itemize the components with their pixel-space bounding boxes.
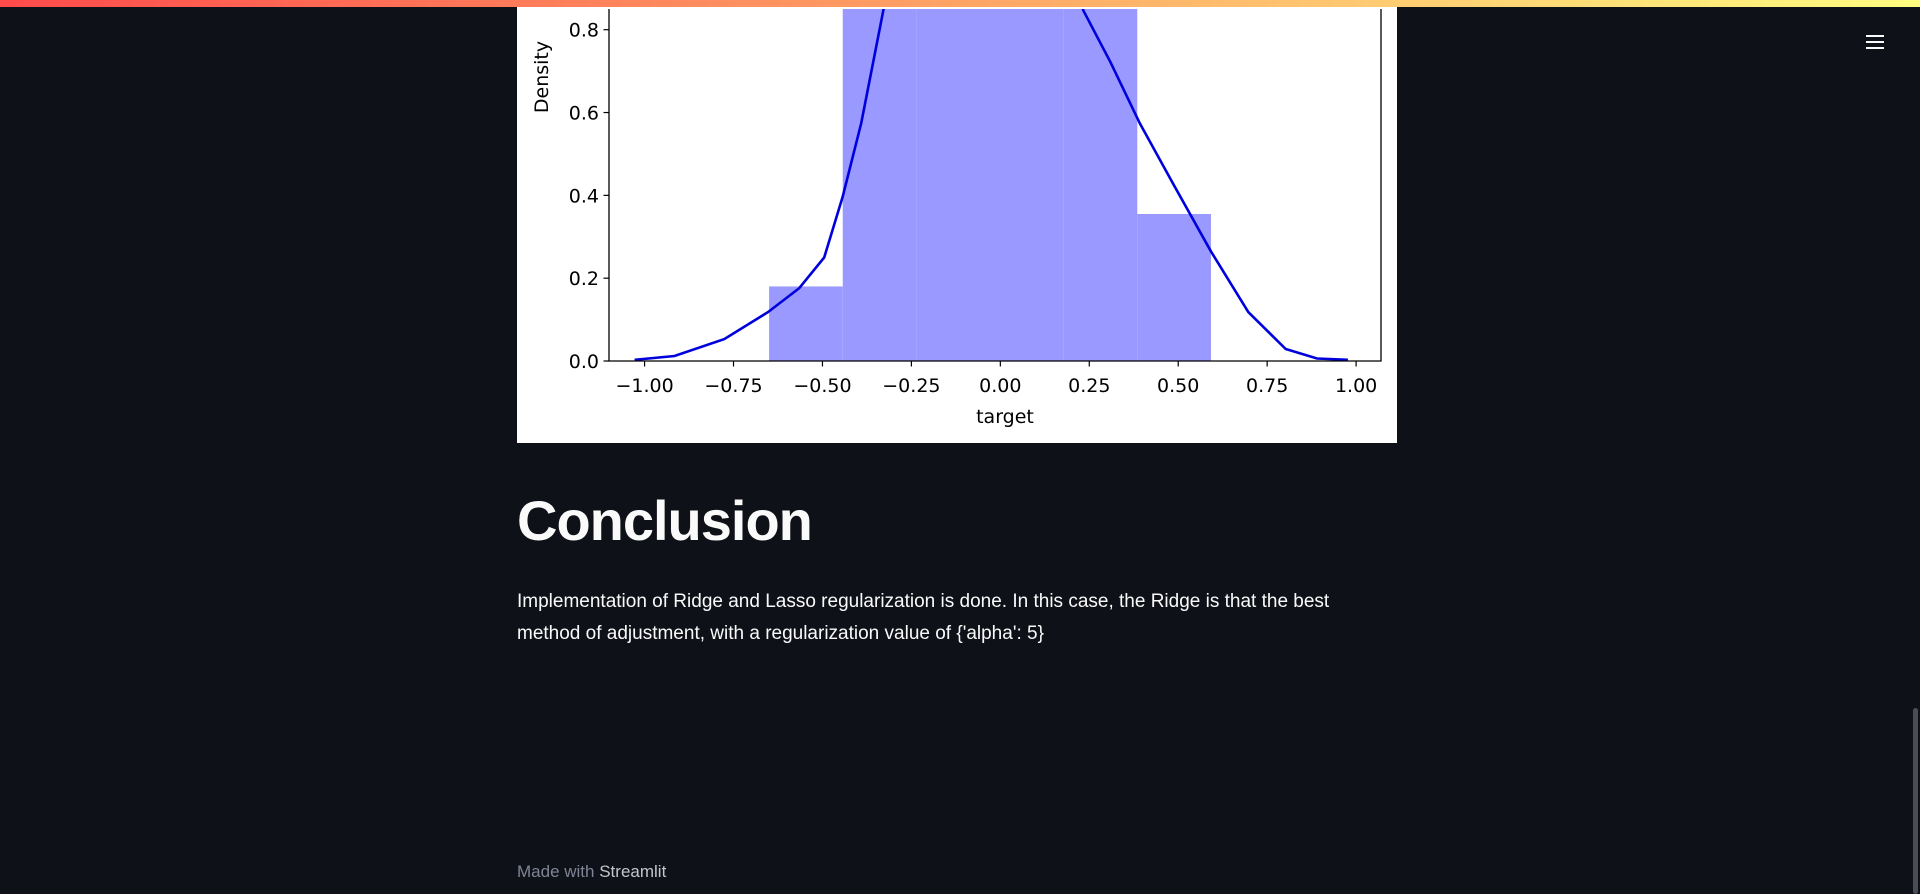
x-tick-label: −1.00 — [615, 375, 673, 397]
histogram-bar — [1063, 9, 1138, 361]
plot-area — [634, 9, 1348, 361]
histogram-bar — [916, 9, 991, 361]
x-axis-label: target — [976, 406, 1034, 428]
histogram-bar — [769, 286, 843, 361]
x-tick-label: 0.75 — [1246, 375, 1288, 397]
scrollbar[interactable] — [1913, 708, 1918, 894]
x-tick-label: −0.25 — [882, 375, 940, 397]
y-tick-label: 0.0 — [569, 351, 599, 373]
y-tick-label: 0.2 — [569, 268, 599, 290]
x-tick-label: −0.75 — [704, 375, 762, 397]
histogram-bar — [1137, 213, 1211, 361]
y-tick-label: 0.6 — [569, 103, 599, 125]
histogram-bar — [842, 9, 917, 361]
x-tick-label: 1.00 — [1335, 375, 1377, 397]
menu-button[interactable] — [1864, 32, 1886, 52]
x-tick-label: 0.25 — [1068, 375, 1110, 397]
kde-line — [634, 9, 1348, 361]
footer-link[interactable]: Streamlit — [599, 862, 667, 881]
histogram-bar — [990, 9, 1064, 361]
heading: Conclusion — [517, 489, 813, 552]
x-tick-label: 0.50 — [1157, 375, 1199, 397]
y-axis-label: Density — [531, 41, 553, 113]
footer-text: Made with — [517, 862, 595, 881]
axes-frame — [608, 9, 1382, 362]
x-tick-label: 0.00 — [979, 375, 1021, 397]
chart: target Density 0.0 0.2 0.4 0.6 0.8 −1.00 −0.75… — [517, 7, 1397, 443]
y-tick-label: 0.4 — [569, 185, 599, 207]
paragraph: Implementation of Ridge and Lasso regula… — [517, 591, 1330, 644]
footer: Made with Streamlit — [517, 862, 666, 882]
top-decoration — [0, 0, 1920, 7]
x-tick-label: −0.50 — [793, 375, 851, 397]
y-tick-label: 0.8 — [569, 20, 599, 42]
